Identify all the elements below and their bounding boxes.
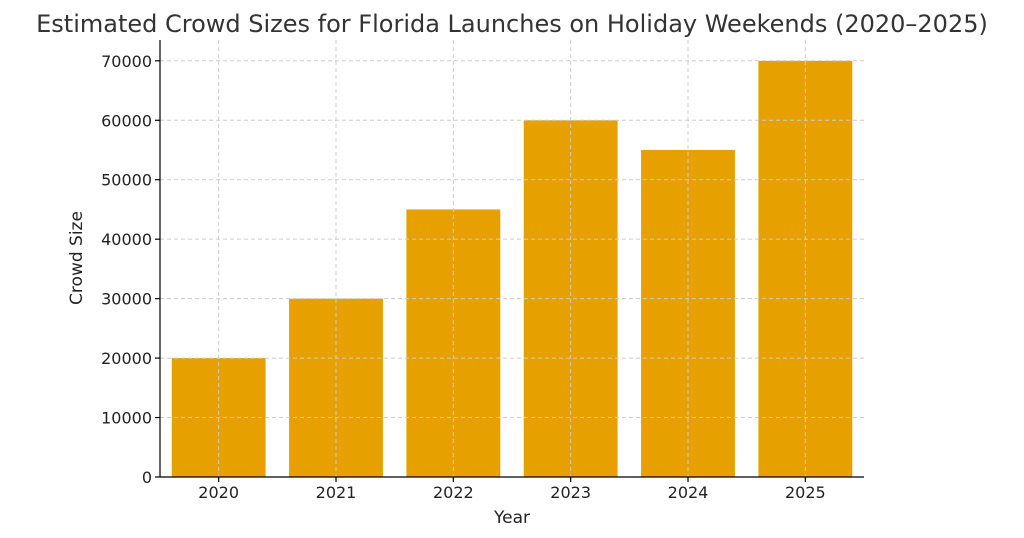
x-tick-label: 2024 (668, 483, 709, 502)
x-tick-label: 2025 (785, 483, 826, 502)
y-tick-label: 50000 (101, 171, 152, 190)
x-tick-label: 2021 (316, 483, 357, 502)
y-tick-label: 70000 (101, 52, 152, 71)
y-tick-label: 0 (142, 468, 152, 487)
y-axis-label: Crowd Size (67, 211, 87, 305)
x-tick-label: 2023 (550, 483, 591, 502)
y-tick-label: 60000 (101, 111, 152, 130)
x-tick-label: 2022 (433, 483, 474, 502)
x-axis-label: Year (493, 508, 530, 528)
grid-lines (160, 40, 864, 477)
axes (155, 40, 864, 482)
y-tick-label: 10000 (101, 409, 152, 428)
bars (171, 60, 853, 478)
y-tick-label: 20000 (101, 349, 152, 368)
y-tick-label: 30000 (101, 290, 152, 309)
tick-labels: 0 10000 20000 30000 40000 50000 60000 70000 2020… (101, 52, 826, 502)
chart-title: Estimated Crowd Sizes for Florida Launch… (36, 10, 988, 38)
x-tick-label: 2020 (198, 483, 239, 502)
bar-2021 (289, 298, 383, 477)
y-tick-label: 40000 (101, 230, 152, 249)
